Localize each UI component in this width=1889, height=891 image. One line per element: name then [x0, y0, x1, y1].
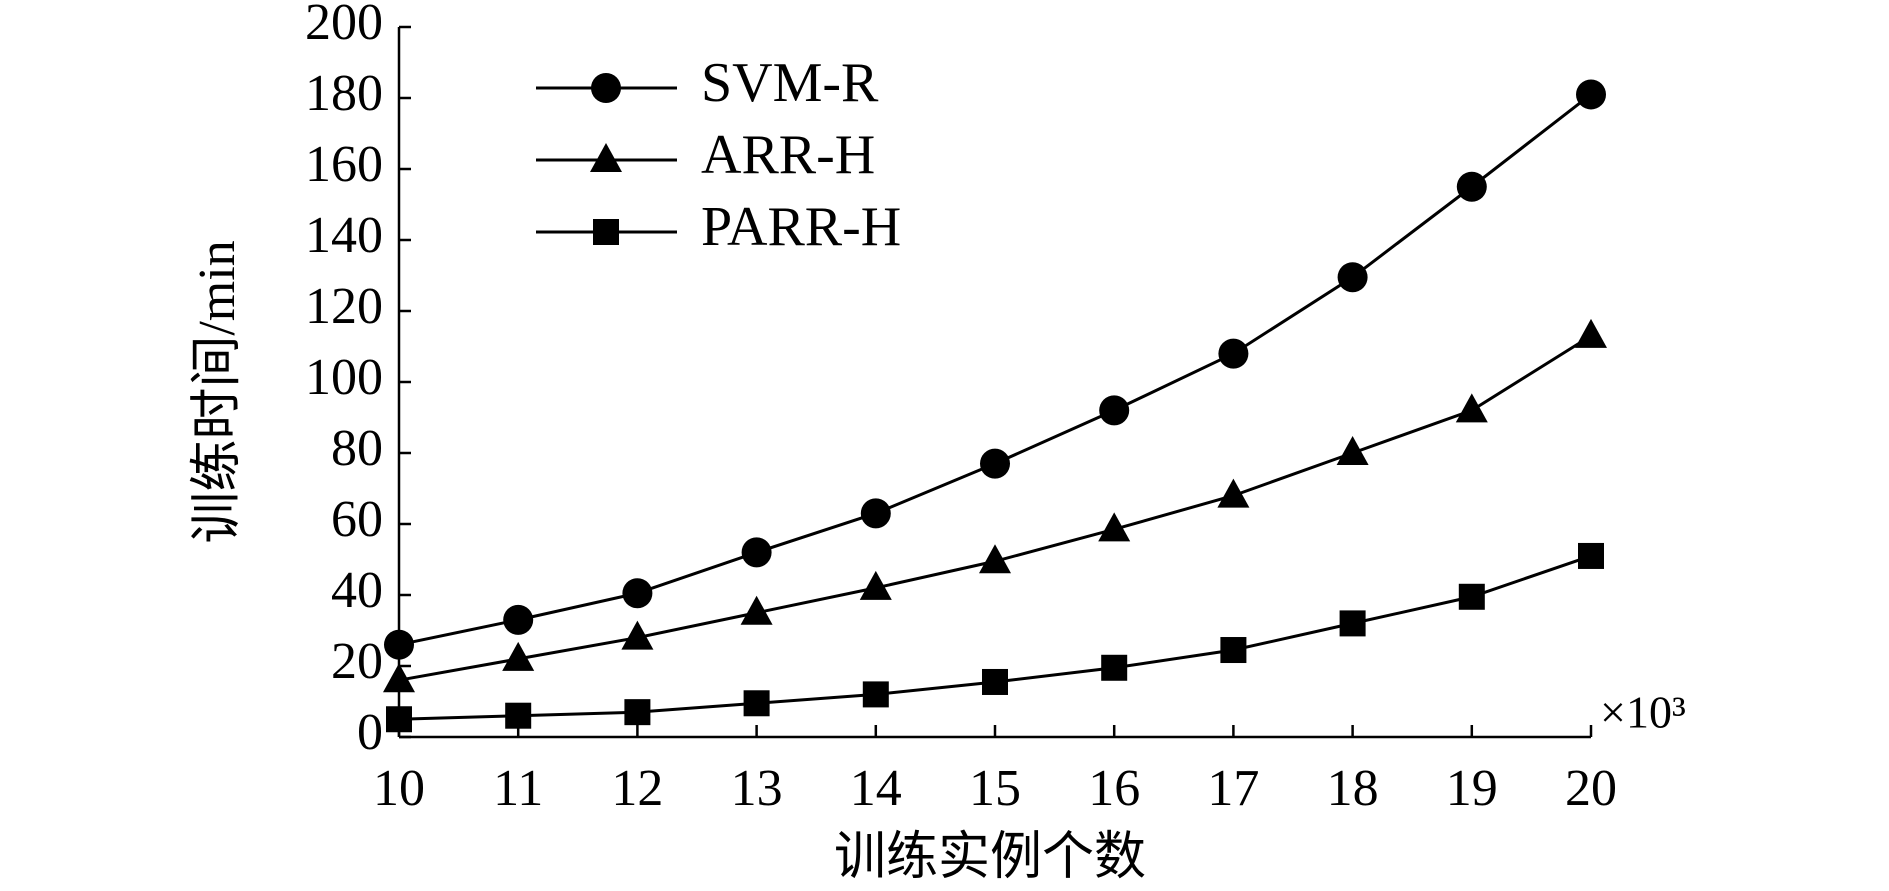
x-tick-label: 13 [731, 760, 783, 817]
marker [860, 498, 891, 529]
y-tick-label: 20 [331, 633, 383, 690]
legend-marker [591, 73, 621, 103]
marker [1217, 478, 1250, 508]
marker [503, 604, 534, 635]
marker [1456, 171, 1487, 202]
marker [1336, 436, 1369, 465]
marker [621, 620, 654, 650]
marker [1220, 637, 1247, 664]
marker [505, 702, 532, 729]
y-tick-label: 40 [331, 562, 383, 619]
marker [1337, 262, 1368, 293]
x-tick-label: 20 [1565, 760, 1617, 817]
marker [743, 690, 770, 717]
marker [1576, 79, 1606, 110]
marker [622, 578, 653, 609]
y-tick-label: 80 [331, 420, 383, 477]
x-tick-label: 14 [850, 760, 902, 817]
marker [1218, 338, 1249, 369]
x-tick-label: 15 [969, 760, 1021, 817]
x-tick-label: 17 [1207, 760, 1259, 817]
x-tick-label: 19 [1446, 760, 1498, 817]
y-tick-label: 180 [305, 65, 383, 122]
marker [979, 544, 1011, 574]
marker [740, 595, 773, 625]
marker [1458, 583, 1485, 610]
marker [386, 706, 412, 733]
x-tick-label: 16 [1088, 760, 1140, 817]
x-multiplier: ×10³ [1600, 687, 1686, 738]
marker [1099, 395, 1130, 426]
x-tick-label: 12 [611, 760, 663, 817]
y-tick-label: 160 [305, 136, 383, 193]
marker [859, 570, 892, 600]
marker [1578, 542, 1604, 569]
y-tick-label: 140 [305, 207, 383, 264]
marker [1575, 318, 1607, 348]
series-line [398, 334, 1592, 682]
y-tick-label: 200 [305, 0, 383, 51]
y-tick-label: 0 [357, 704, 383, 761]
x-tick-label: 18 [1327, 760, 1379, 817]
marker [384, 629, 414, 660]
marker [1098, 512, 1131, 542]
marker [982, 668, 1008, 695]
x-axis-label: 训练实例个数 [834, 829, 1146, 886]
marker [1455, 393, 1488, 423]
marker [1101, 654, 1128, 681]
legend-marker [590, 143, 622, 172]
y-axis-label: 训练时间/min [189, 240, 246, 543]
marker [741, 537, 772, 568]
legend-label: ARR-H [701, 124, 875, 186]
y-tick-label: 100 [305, 349, 383, 406]
x-tick-label: 10 [373, 760, 425, 817]
marker [980, 448, 1010, 479]
y-tick-label: 60 [331, 491, 383, 548]
legend-label: PARR-H [701, 196, 901, 258]
legend-marker [593, 219, 619, 245]
marker [624, 699, 651, 726]
y-tick-label: 120 [305, 278, 383, 335]
marker [862, 681, 889, 708]
marker [383, 663, 415, 693]
marker [502, 641, 535, 671]
legend-label: SVM-R [701, 52, 879, 114]
marker [1339, 610, 1366, 637]
x-tick-label: 11 [493, 760, 543, 817]
